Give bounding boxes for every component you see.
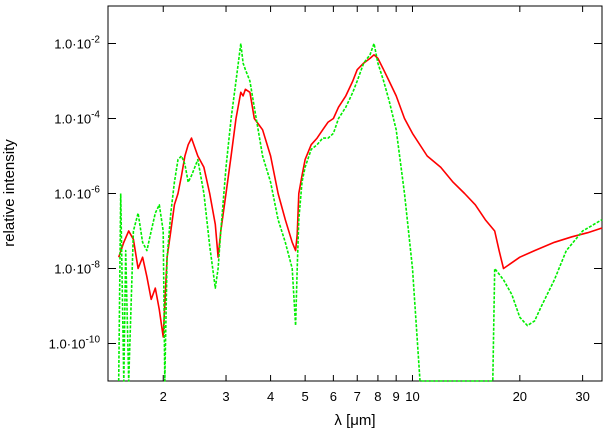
x-tick-label-20: 20 xyxy=(513,389,527,404)
plot-frame xyxy=(107,5,603,382)
x-tick-label-10: 10 xyxy=(405,389,419,404)
y-tick-label--6: 1.0·10-6 xyxy=(54,185,100,202)
x-tick-label-6: 6 xyxy=(330,389,337,404)
y-tick-label--2: 1.0·10-2 xyxy=(54,35,100,52)
series-line-2 xyxy=(117,42,603,382)
y-axis-label: relative intensity xyxy=(1,139,18,247)
x-axis-ticks: 2 3 4 5 6 7 8 9 10 20 30 xyxy=(160,6,590,404)
x-axis-label: λ [μm] xyxy=(334,412,375,429)
x-tick-label-7: 7 xyxy=(354,389,361,404)
x-tick-label-30: 30 xyxy=(575,389,589,404)
y-tick-label--10: 1.0·10-10 xyxy=(49,335,101,352)
y-tick-label--4: 1.0·10-4 xyxy=(54,110,100,127)
x-tick-label-5: 5 xyxy=(302,389,309,404)
y-tick-label--8: 1.0·10-8 xyxy=(54,260,100,277)
x-tick-label-3: 3 xyxy=(222,389,229,404)
x-tick-label-8: 8 xyxy=(374,389,381,404)
x-tick-label-9: 9 xyxy=(393,389,400,404)
series-line-1 xyxy=(117,53,603,338)
x-tick-label-2: 2 xyxy=(160,389,167,404)
series-layer xyxy=(117,42,603,382)
y-axis-ticks: 1.0·10-10 1.0·10-8 1.0·10-6 1.0·10-4 1.0·10-… xyxy=(49,35,602,352)
x-tick-label-4: 4 xyxy=(267,389,274,404)
